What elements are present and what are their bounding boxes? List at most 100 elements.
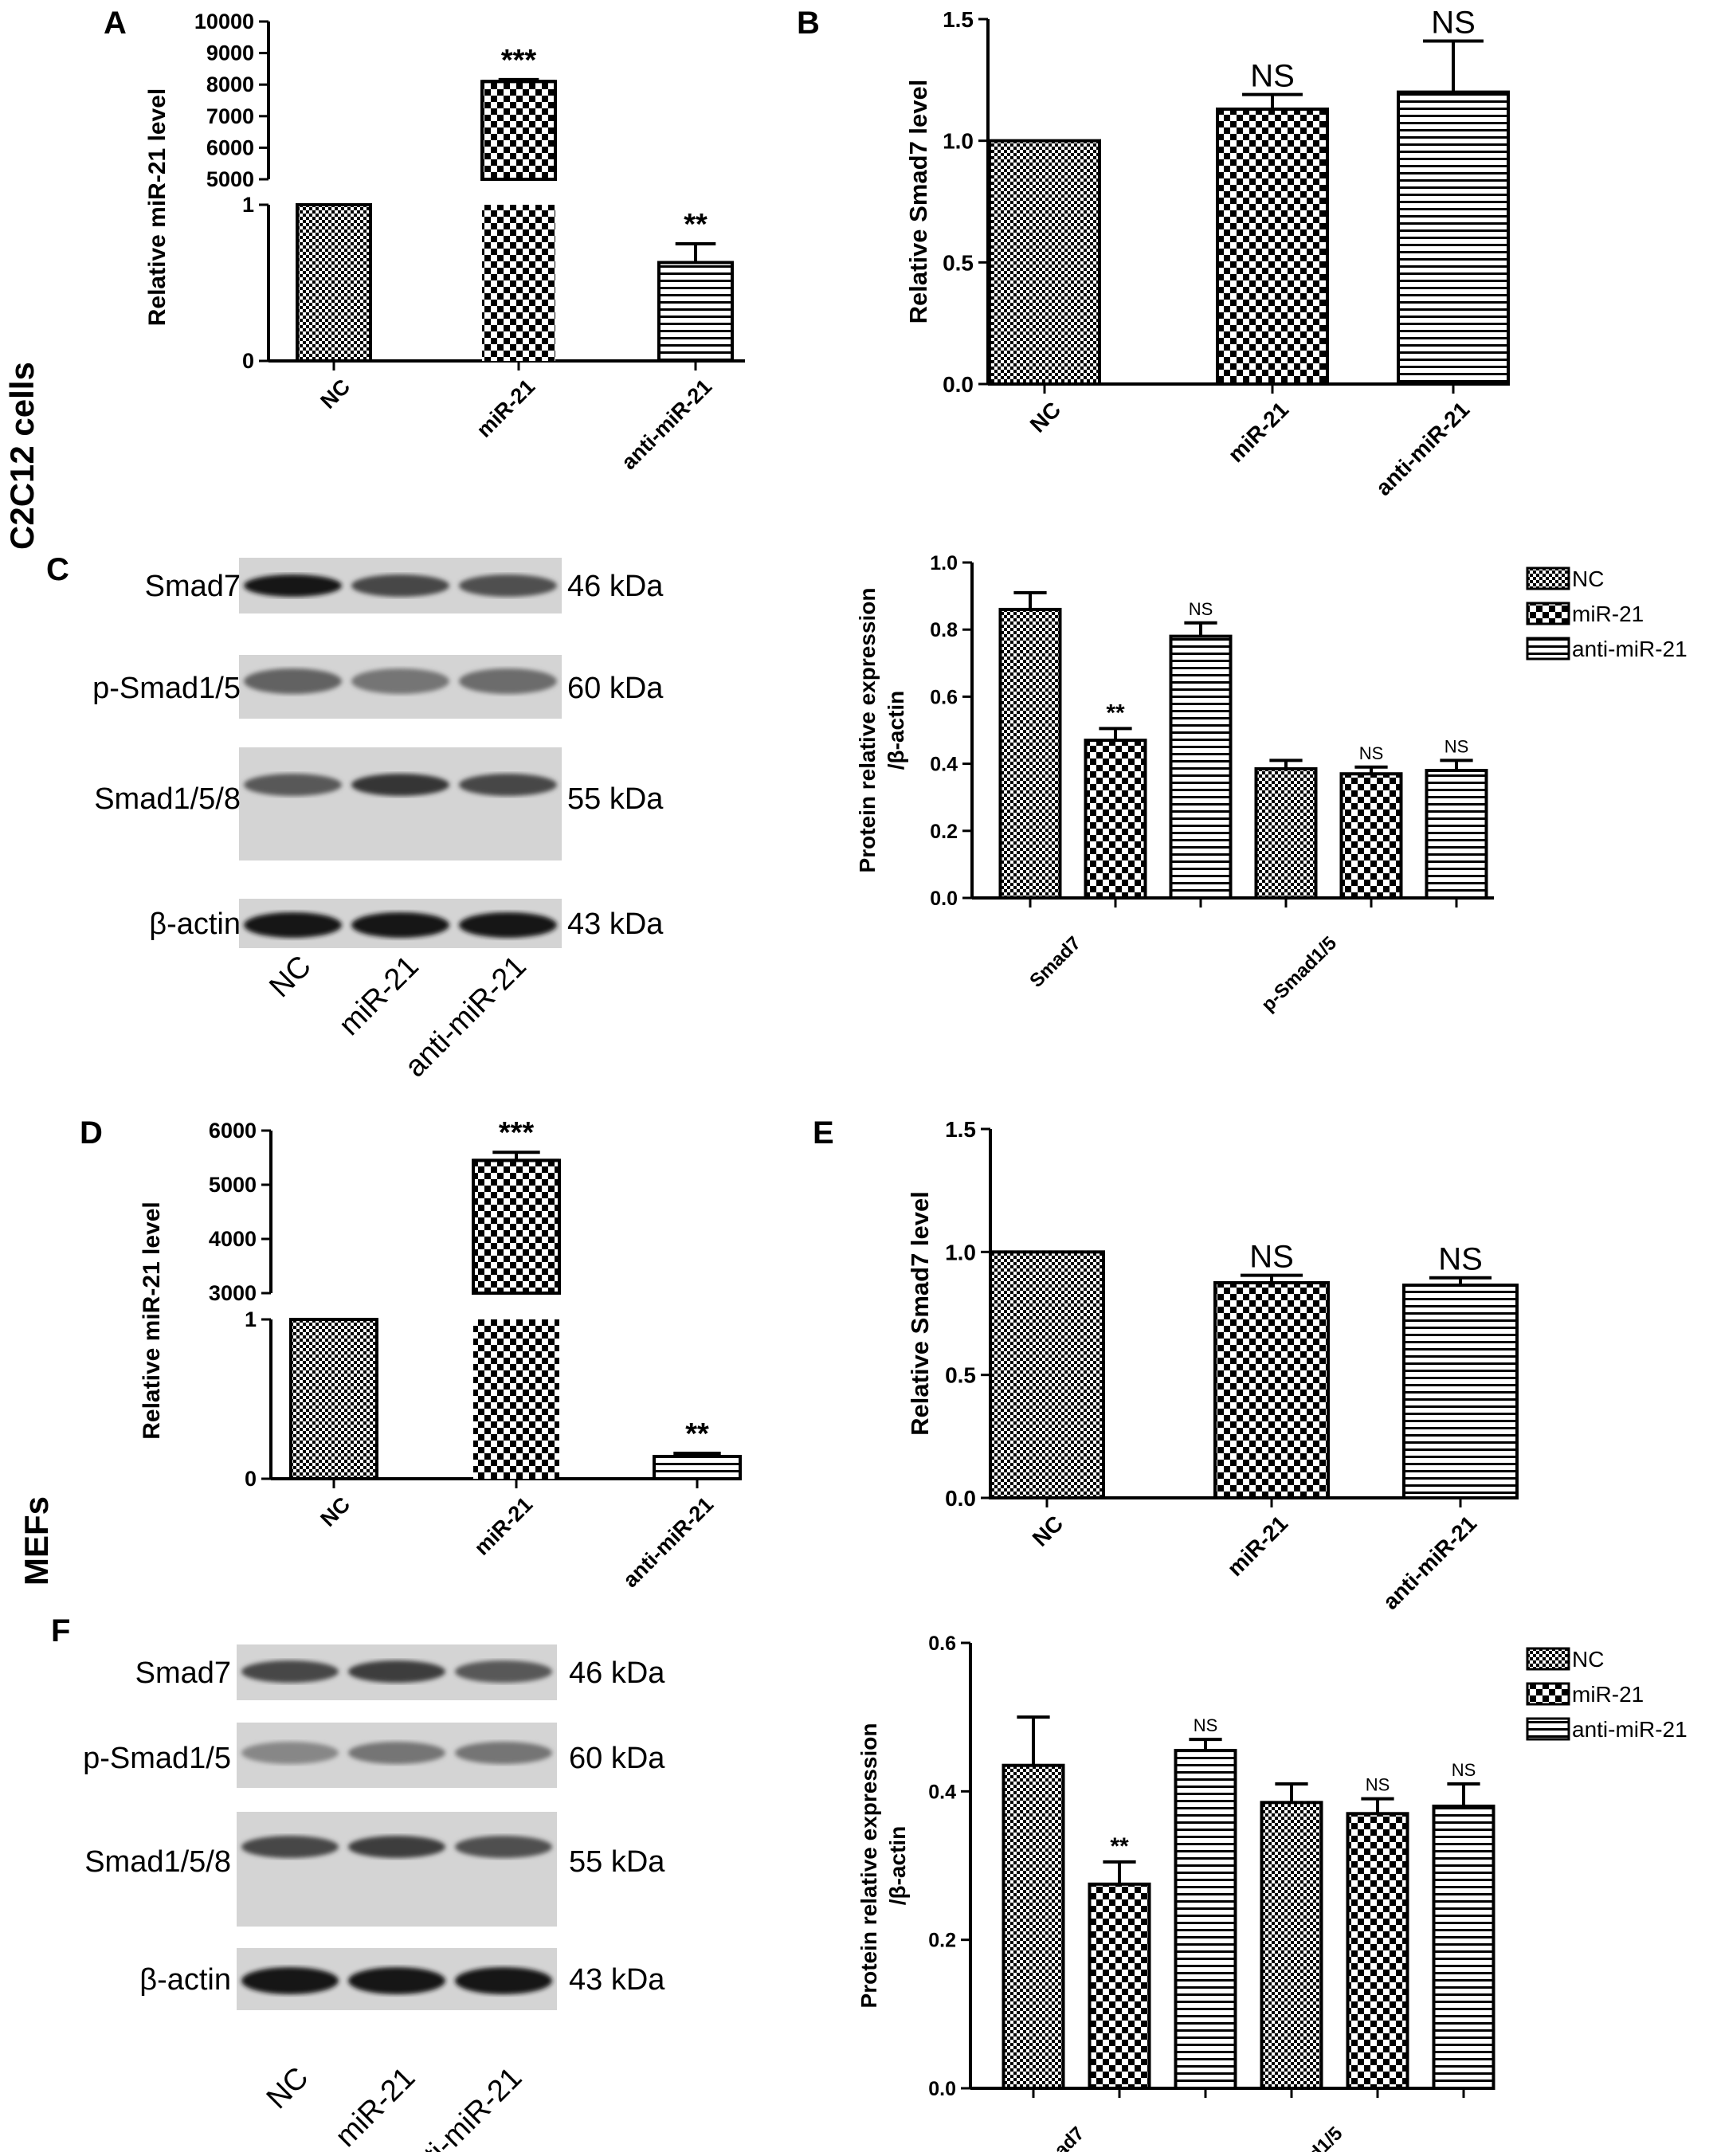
y-axis-label: Relative miR-21 level — [144, 88, 171, 327]
blot-band-Smad7-NC — [241, 1660, 339, 1683]
panel-label-d: D — [80, 1115, 103, 1151]
significance-miR-21: NS — [1249, 1240, 1294, 1275]
bar-lower-miR-21 — [473, 1319, 559, 1479]
bar-Smad7-miR-21 — [1084, 739, 1147, 900]
bar-Smad7-anti-miR-21 — [1169, 634, 1233, 900]
blot-kda-label: 60 kDa — [569, 1742, 665, 1775]
y-tick-label: 0.2 — [930, 821, 958, 843]
blot-band-Smad1/5/8-anti-miR-21 — [459, 774, 557, 796]
chart-panel-b: 0.0 0.5 1.0 1.5 Relative Smad7 level NC NS miR-… — [904, 5, 1510, 500]
bar-anti-miR-21 — [1397, 90, 1510, 386]
x-tick-label-Smad7: Smad7 — [1029, 2123, 1089, 2152]
blot-protein-label: β-actin — [149, 907, 241, 941]
significance-Smad7-anti-miR-21: NS — [1189, 599, 1213, 619]
chart-panel-e: 0.0 0.5 1.0 1.5 Relative Smad7 level NC NS miR-… — [906, 1117, 1519, 1614]
significance-p-Smad1/5-anti-miR-21: NS — [1444, 736, 1469, 756]
blot-band-β-actin-anti-miR-21 — [455, 1967, 552, 1994]
blot-band-Smad1/5/8-miR-21 — [348, 1836, 445, 1858]
legend-swatch-anti-miR-21 — [1526, 1717, 1570, 1741]
y-tick-label: 9000 — [206, 41, 254, 65]
chart-panel-a: 5000 6000 7000 8000 9000 10000 0 1 Relative miR-… — [144, 10, 745, 474]
x-tick-label-Smad7: Smad7 — [1025, 932, 1085, 992]
significance-Smad7-anti-miR-21: NS — [1194, 1715, 1218, 1735]
blot-band-Smad7-NC — [244, 574, 342, 597]
y-tick-label: 0.5 — [943, 250, 974, 275]
legend-label-anti-miR-21: anti-miR-21 — [1572, 1717, 1688, 1742]
y-tick-label: 8000 — [206, 73, 254, 96]
legend-swatch-anti-miR-21 — [1526, 637, 1570, 661]
bar-upper-miR-21 — [472, 1158, 561, 1296]
significance-p-Smad1/5-anti-miR-21: NS — [1452, 1760, 1476, 1780]
y-axis-label: Protein relative expression/β-actin — [855, 588, 908, 873]
chart-panel-d: 3000 4000 5000 6000 0 1 Relative miR-21 level N… — [139, 1116, 742, 1592]
blot-band-Smad1/5/8-miR-21 — [351, 774, 449, 796]
blot-protein-label: Smad1/5/8 — [84, 1845, 231, 1879]
y-tick-label: 6000 — [206, 135, 254, 159]
blot-band-Smad1/5/8-anti-miR-21 — [455, 1836, 552, 1858]
y-axis-label: Relative miR-21 level — [139, 1201, 165, 1440]
blot-band-p-Smad1/5-anti-miR-21 — [459, 668, 557, 694]
row-label-mefs: MEFs — [18, 1496, 55, 1586]
bar-p-Smad1/5-anti-miR-21 — [1432, 1804, 1495, 2090]
panel-label-a: A — [104, 6, 127, 41]
blot-panel-f: Smad7 46 kDa p-Smad1/5 60 kDa Smad1/5/8 55 kD… — [83, 1644, 665, 2156]
legend-swatch-NC — [1526, 566, 1570, 590]
y-tick-label: 1 — [242, 193, 254, 217]
y-tick-label: 1.0 — [945, 1240, 976, 1264]
x-tick-label-anti-miR-21: anti-miR-21 — [618, 1492, 718, 1592]
significance-miR-21: *** — [501, 44, 537, 77]
x-tick-label-p-Smad1/5: p-Smad1/5 — [1264, 2123, 1347, 2152]
blot-lane-label-anti-miR-21: anti-miR-21 — [394, 2061, 529, 2152]
panel-label-e: E — [813, 1115, 834, 1151]
y-tick-label: 0.0 — [943, 372, 974, 397]
bar-anti-miR-21 — [653, 1455, 742, 1480]
y-tick-label: 1.0 — [930, 552, 958, 574]
x-tick-label-anti-miR-21: anti-miR-21 — [1371, 397, 1475, 500]
legend-label-miR-21: miR-21 — [1572, 602, 1644, 626]
legend-label-miR-21: miR-21 — [1572, 1682, 1644, 1707]
legend-label-anti-miR-21: anti-miR-21 — [1572, 637, 1688, 661]
chart-panel-c: 0.0 0.2 0.4 0.6 0.8 1.0 Protein relative expre… — [855, 552, 1688, 1016]
blot-band-Smad1/5/8-NC — [241, 1836, 339, 1858]
legend-label-NC: NC — [1572, 1647, 1604, 1672]
legend-swatch-miR-21 — [1526, 602, 1570, 625]
blot-protein-label: p-Smad1/5 — [92, 672, 241, 705]
blot-protein-label: Smad7 — [145, 570, 241, 603]
significance-anti-miR-21: NS — [1431, 5, 1476, 40]
bar-NC — [296, 203, 372, 363]
y-tick-label: 1.0 — [943, 129, 974, 154]
y-tick-label: 0.0 — [945, 1486, 976, 1511]
y-tick-label: 7000 — [206, 104, 254, 128]
blot-kda-label: 55 kDa — [569, 1845, 665, 1879]
panel-label-b: B — [797, 6, 820, 41]
bar-p-Smad1/5-NC — [1260, 1801, 1323, 2091]
blot-band-p-Smad1/5-NC — [241, 1742, 339, 1764]
blot-kda-label: 43 kDa — [569, 1963, 665, 1997]
panel-label-f: F — [51, 1613, 70, 1648]
blot-protein-label: β-actin — [139, 1963, 231, 1997]
x-tick-label-NC: NC — [1025, 397, 1066, 437]
y-tick-label: 1 — [245, 1307, 257, 1331]
significance-anti-miR-21: ** — [685, 1417, 709, 1451]
y-tick-label: 0.5 — [945, 1363, 976, 1388]
y-tick-label: 0.6 — [928, 1633, 956, 1655]
bar-NC — [989, 1250, 1105, 1500]
legend-swatch-NC — [1526, 1647, 1570, 1671]
blot-lane-label-NC: NC — [261, 2061, 316, 2116]
blot-lane-label-NC: NC — [263, 950, 318, 1005]
x-tick-label-miR-21: miR-21 — [472, 374, 539, 442]
y-axis-label: Protein relative expression/β-actin — [856, 1723, 910, 2009]
bar-p-Smad1/5-miR-21 — [1339, 772, 1403, 900]
y-tick-label: 0 — [245, 1467, 257, 1491]
blot-band-Smad7-anti-miR-21 — [455, 1660, 552, 1683]
blot-band-Smad7-miR-21 — [351, 574, 449, 597]
bar-anti-miR-21 — [1402, 1284, 1519, 1499]
significance-miR-21: *** — [499, 1116, 535, 1150]
x-tick-label-anti-miR-21: anti-miR-21 — [1378, 1511, 1482, 1614]
y-tick-label: 5000 — [209, 1173, 257, 1197]
bar-Smad7-NC — [1002, 1763, 1065, 2091]
y-axis-label: Relative Smad7 level — [906, 1191, 934, 1436]
bar-p-Smad1/5-anti-miR-21 — [1425, 769, 1488, 900]
x-tick-label-p-Smad1/5: p-Smad1/5 — [1257, 932, 1341, 1016]
